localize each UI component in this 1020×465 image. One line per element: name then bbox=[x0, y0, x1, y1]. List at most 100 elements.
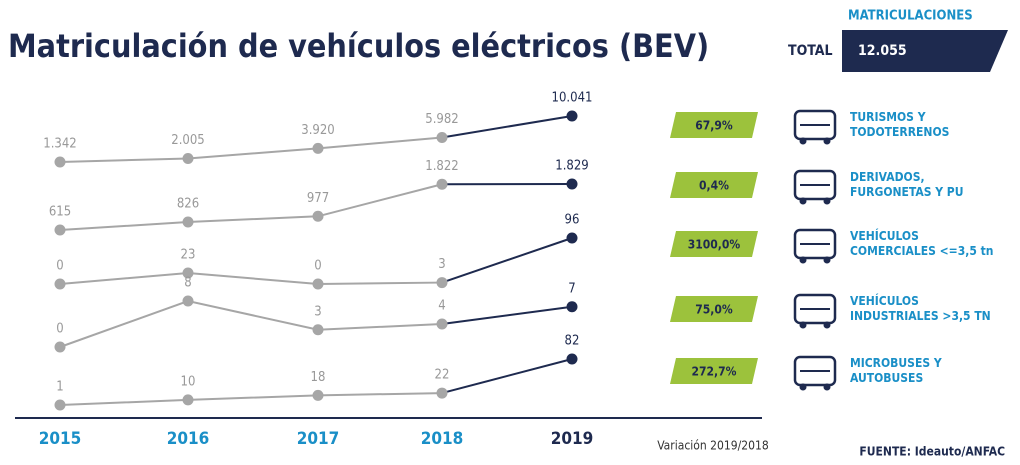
icon bbox=[793, 293, 837, 325]
icon bbox=[799, 197, 807, 205]
variation-label: 67,9% bbox=[695, 119, 733, 133]
data-label: 0 bbox=[56, 259, 63, 274]
x-tick-label: 2016 bbox=[167, 429, 210, 449]
icon bbox=[793, 228, 837, 260]
icon bbox=[793, 355, 837, 387]
data-label: 615 bbox=[49, 205, 71, 220]
variation-label: 0,4% bbox=[699, 179, 729, 193]
data-label: 3.920 bbox=[301, 123, 334, 138]
point bbox=[54, 278, 66, 290]
x-tick-label: 2017 bbox=[297, 429, 340, 449]
point bbox=[436, 318, 448, 330]
data-label: 1.342 bbox=[43, 137, 76, 152]
point bbox=[566, 178, 578, 190]
variation-label: 75,0% bbox=[695, 303, 733, 317]
variation-badge bbox=[670, 358, 758, 384]
point bbox=[312, 278, 324, 290]
point bbox=[312, 142, 324, 154]
data-label: 18 bbox=[311, 370, 326, 385]
data-label: 23 bbox=[181, 247, 196, 262]
legend-label: DERIVADOS, FURGONETAS Y PU bbox=[850, 170, 964, 199]
point bbox=[436, 387, 448, 399]
total-label: TOTAL bbox=[788, 43, 833, 59]
data-label: 96 bbox=[565, 213, 580, 228]
data-label: 22 bbox=[435, 368, 450, 383]
data-label: 82 bbox=[565, 334, 580, 349]
point bbox=[436, 131, 448, 143]
line bbox=[59, 271, 443, 286]
point bbox=[54, 399, 66, 411]
x-tick-label: 2015 bbox=[39, 429, 82, 449]
icon bbox=[799, 383, 807, 391]
point bbox=[566, 353, 578, 365]
line bbox=[59, 183, 443, 231]
point bbox=[566, 110, 578, 122]
line-highlight bbox=[441, 237, 573, 284]
point bbox=[436, 277, 448, 289]
data-label: 10 bbox=[181, 374, 196, 389]
variation-label: 3100,0% bbox=[688, 238, 741, 252]
line bbox=[59, 392, 443, 406]
icon bbox=[823, 197, 831, 205]
data-label: 4 bbox=[438, 299, 445, 314]
point bbox=[182, 267, 194, 279]
icon bbox=[799, 137, 807, 145]
point bbox=[54, 156, 66, 168]
data-label: 3 bbox=[314, 304, 321, 319]
data-label: 1.829 bbox=[555, 159, 588, 174]
point bbox=[182, 295, 194, 307]
icon bbox=[823, 321, 831, 329]
point bbox=[436, 178, 448, 190]
data-label: 1 bbox=[56, 380, 63, 395]
icon bbox=[799, 256, 807, 264]
data-label: 7 bbox=[568, 281, 575, 296]
point bbox=[182, 216, 194, 228]
point bbox=[182, 394, 194, 406]
point bbox=[312, 324, 324, 336]
title: Matriculación de vehículos eléctricos (B… bbox=[8, 27, 709, 65]
point bbox=[182, 152, 194, 164]
data-label: 8 bbox=[184, 276, 191, 291]
point bbox=[54, 341, 66, 353]
icon bbox=[823, 137, 831, 145]
data-label: 3 bbox=[438, 257, 445, 272]
icon bbox=[823, 383, 831, 391]
legend-label: VEHÍCULOS COMERCIALES <=3,5 tn bbox=[850, 229, 994, 258]
data-label: 977 bbox=[307, 191, 329, 206]
icon bbox=[799, 321, 807, 329]
legend-label: MICROBUSES Y AUTOBUSES bbox=[850, 356, 942, 385]
total-box bbox=[842, 30, 1008, 72]
variation-badge bbox=[670, 172, 758, 198]
variation-label: 272,7% bbox=[692, 365, 737, 379]
data-label: 826 bbox=[177, 197, 199, 212]
total-heading: MATRICULACIONES bbox=[848, 9, 973, 24]
icon bbox=[793, 109, 837, 141]
variation-badge bbox=[670, 296, 758, 322]
x-tick-label: 2019 bbox=[551, 429, 594, 449]
data-label: 2.005 bbox=[171, 133, 204, 148]
icon bbox=[793, 169, 837, 201]
point bbox=[312, 389, 324, 401]
point bbox=[312, 210, 324, 222]
source: FUENTE: Ideauto/ANFAC bbox=[859, 445, 1005, 459]
line bbox=[59, 136, 443, 163]
data-label: 10.041 bbox=[552, 91, 593, 106]
total-value: 12.055 bbox=[858, 43, 907, 59]
data-label: 5.982 bbox=[425, 112, 458, 127]
line-highlight bbox=[441, 115, 573, 139]
point bbox=[54, 224, 66, 236]
variation-badge bbox=[670, 231, 758, 257]
legend-label: VEHÍCULOS INDUSTRIALES >3,5 TN bbox=[850, 294, 991, 323]
legend-label: TURISMOS Y TODOTERRENOS bbox=[850, 110, 950, 139]
line-highlight bbox=[441, 358, 573, 395]
line bbox=[59, 299, 443, 348]
point bbox=[566, 232, 578, 244]
data-label: 1.822 bbox=[425, 159, 458, 174]
data-label: 0 bbox=[314, 259, 321, 274]
variation-title: Variación 2019/2018 bbox=[657, 439, 769, 453]
x-tick-label: 2018 bbox=[421, 429, 464, 449]
point bbox=[566, 301, 578, 313]
data-label: 0 bbox=[56, 322, 63, 337]
